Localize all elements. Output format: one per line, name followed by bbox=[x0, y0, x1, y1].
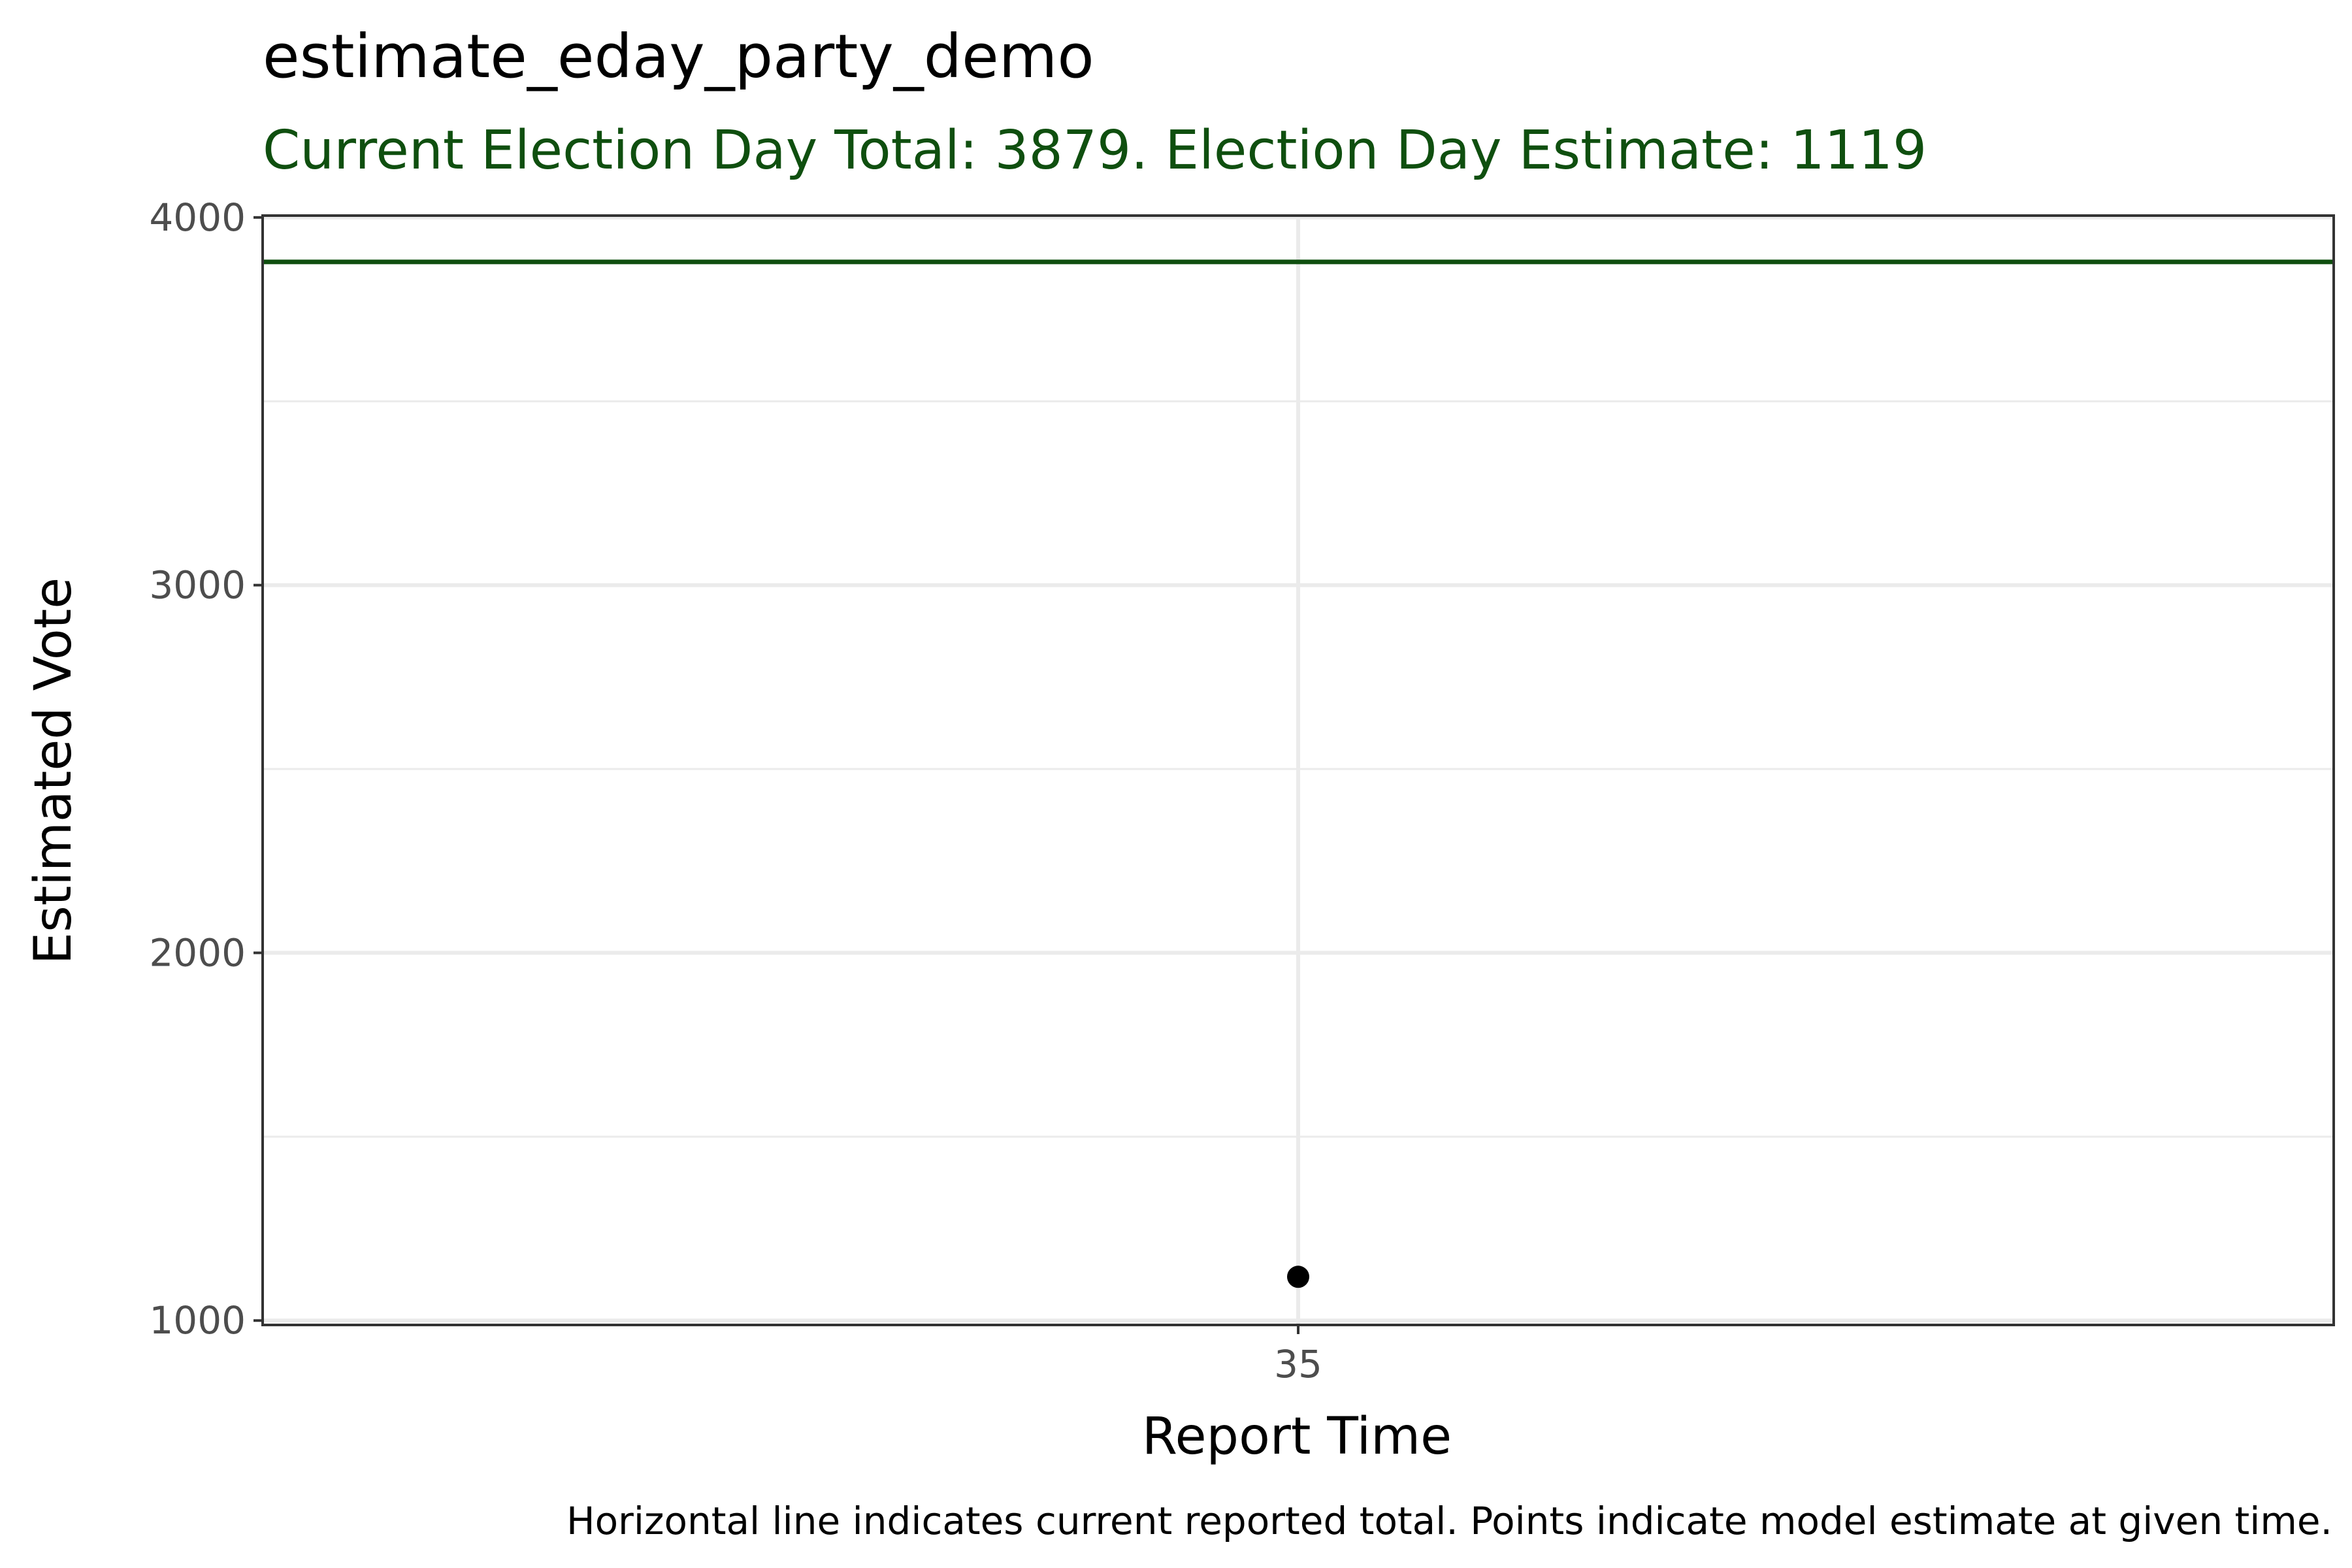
data-point bbox=[1287, 1266, 1309, 1288]
plot-area: 1000 2000 3000 4000 35 bbox=[149, 195, 2335, 1386]
chart-title: estimate_eday_party_demo bbox=[263, 22, 1094, 91]
x-axis-title: Report Time bbox=[1142, 1407, 1452, 1466]
y-axis-title: Estimated Vote bbox=[24, 578, 83, 964]
y-tick-label: 2000 bbox=[149, 930, 246, 975]
chart-subtitle: Current Election Day Total: 3879. Electi… bbox=[263, 120, 1927, 182]
y-tick-label: 1000 bbox=[149, 1298, 246, 1343]
y-tick-label: 4000 bbox=[149, 195, 246, 240]
x-tick-label: 35 bbox=[1274, 1342, 1322, 1386]
y-tick-label: 3000 bbox=[149, 563, 246, 608]
chart-caption: Horizontal line indicates current report… bbox=[566, 1499, 2332, 1543]
